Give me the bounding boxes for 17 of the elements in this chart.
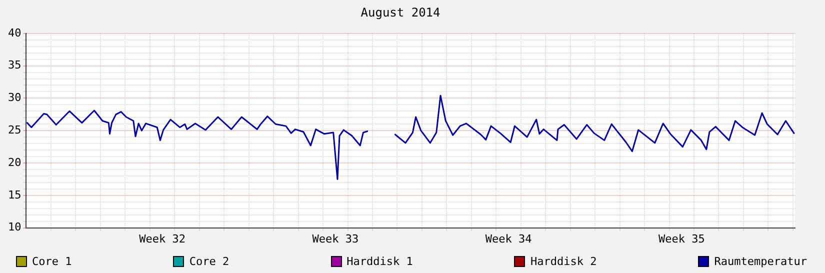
y-tick-label: 10 <box>8 220 22 234</box>
x-tick-label: Week 35 <box>658 232 705 246</box>
x-tick-label: Week 33 <box>312 232 359 246</box>
legend-label: Core 2 <box>189 255 230 268</box>
legend-label: Harddisk 2 <box>530 255 597 268</box>
legend-label: Core 1 <box>32 255 72 268</box>
x-tick-label: Week 32 <box>139 232 186 246</box>
chart-title: August 2014 <box>360 5 440 20</box>
y-tick-label: 25 <box>8 123 22 136</box>
x-tick-label: Week 34 <box>485 232 532 246</box>
y-tick-label: 40 <box>8 26 22 40</box>
y-tick-label: 20 <box>8 156 22 169</box>
y-tick-label: 35 <box>8 58 22 72</box>
y-tick-label: 15 <box>8 188 22 202</box>
legend-label: Harddisk 1 <box>346 255 413 268</box>
y-tick-label: 30 <box>8 91 22 104</box>
legend-label: Raumtemperatur <box>714 255 807 268</box>
